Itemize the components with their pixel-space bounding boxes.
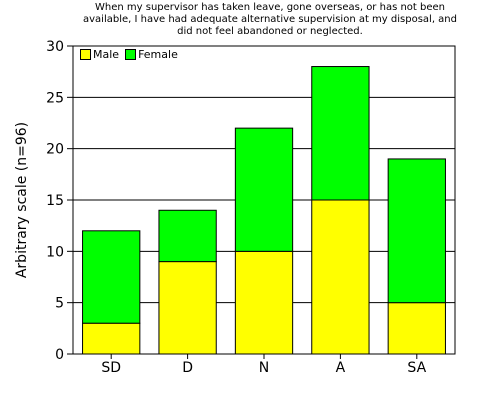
y-tick-label: 0 bbox=[55, 347, 64, 363]
y-tick-label: 30 bbox=[46, 39, 64, 55]
bar-sd-female bbox=[82, 230, 141, 324]
bar-n-male bbox=[234, 250, 294, 355]
legend-swatch-male bbox=[80, 49, 91, 60]
legend: Male Female bbox=[80, 48, 184, 61]
bar-d-male bbox=[158, 261, 217, 355]
bar-sa-male bbox=[387, 302, 446, 355]
chart-title-line: did not feel abandoned or neglected. bbox=[177, 26, 363, 37]
x-tick-label: D bbox=[182, 360, 193, 376]
y-tick-label: 25 bbox=[46, 90, 64, 106]
legend-label-male: Male bbox=[93, 48, 120, 61]
chart-title-line: available, I have had adequate alternati… bbox=[83, 14, 457, 25]
chart-title: When my supervisor has taken leave, gone… bbox=[40, 2, 500, 38]
bar-n-female bbox=[234, 127, 294, 252]
y-tick-label: 15 bbox=[46, 193, 64, 209]
bar-a-male bbox=[311, 199, 370, 355]
bar-sd-male bbox=[82, 322, 141, 355]
chart-title-line: When my supervisor has taken leave, gone… bbox=[95, 2, 445, 13]
x-tick-label: SA bbox=[407, 360, 426, 376]
x-tick-label: A bbox=[336, 360, 346, 376]
legend-label-female: Female bbox=[138, 48, 178, 61]
legend-item-female: Female bbox=[125, 48, 178, 61]
bar-sa-female bbox=[387, 158, 446, 304]
bar-d-female bbox=[158, 209, 217, 263]
y-tick-label: 20 bbox=[46, 142, 64, 158]
ticks: 0 5 10 15 20 25 30 SD D N A SA bbox=[46, 39, 426, 376]
y-tick-label: 5 bbox=[55, 296, 64, 312]
y-tick-label: 10 bbox=[46, 244, 64, 260]
bars bbox=[82, 66, 446, 355]
legend-swatch-female bbox=[125, 49, 137, 60]
legend-item-male: Male bbox=[80, 48, 119, 61]
x-tick-label: N bbox=[259, 360, 269, 376]
bar-a-female bbox=[311, 66, 370, 201]
x-tick-label: SD bbox=[101, 360, 121, 376]
